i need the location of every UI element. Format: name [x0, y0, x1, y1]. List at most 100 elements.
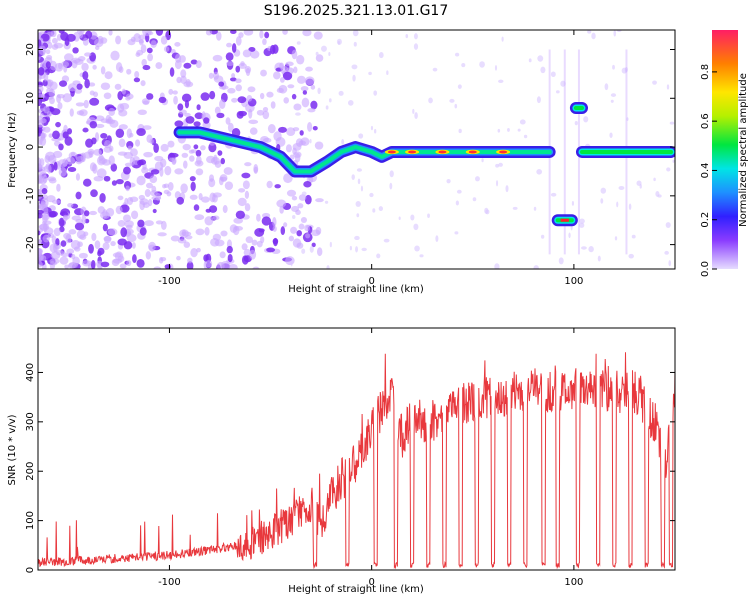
colorbar: 0.0 0.2 0.4 0.6 0.8 Normalized spectral ampl…	[700, 30, 749, 277]
noise-blob	[118, 138, 126, 148]
noise-blob	[181, 93, 192, 103]
noise-blob	[241, 172, 251, 179]
noise-blob	[173, 95, 178, 105]
noise-blob	[168, 88, 174, 95]
noise-blob	[523, 134, 528, 139]
noise-blob	[148, 244, 156, 251]
noise-blob	[289, 67, 293, 74]
noise-blob	[256, 213, 261, 222]
noise-blob	[270, 44, 276, 55]
noise-blob	[117, 103, 125, 113]
noise-blob	[185, 116, 195, 124]
noise-blob	[311, 229, 321, 237]
noise-blob	[389, 170, 394, 178]
noise-blob	[280, 226, 286, 236]
noise-blob	[222, 205, 228, 214]
noise-blob	[136, 258, 145, 268]
noise-blob	[134, 70, 140, 78]
noise-blob	[214, 106, 221, 115]
noise-blob	[85, 30, 93, 39]
noise-blob	[56, 183, 61, 192]
noise-blob	[550, 192, 557, 197]
noise-blob	[91, 137, 97, 145]
noise-blob	[168, 152, 179, 158]
noise-blob	[111, 258, 120, 267]
noise-blob	[266, 180, 273, 189]
noise-blob	[136, 49, 144, 56]
noise-blob	[484, 207, 489, 214]
noise-blob	[38, 252, 43, 262]
noise-blob	[126, 68, 132, 75]
noise-blob	[51, 199, 62, 205]
noise-blob	[286, 189, 297, 197]
noise-blob	[454, 52, 460, 57]
noise-blob	[612, 64, 615, 70]
noise-blob	[60, 31, 69, 41]
noise-blob	[183, 81, 194, 88]
noise-blob	[266, 91, 274, 98]
noise-blob	[282, 30, 288, 35]
noise-blob	[454, 231, 459, 235]
noise-blob	[195, 60, 202, 69]
noise-blob	[52, 130, 60, 140]
noise-blob	[355, 201, 361, 207]
noise-blob	[118, 66, 124, 74]
noise-blob	[283, 97, 290, 104]
noise-blob	[142, 30, 152, 37]
noise-blob	[126, 128, 132, 139]
noise-blob	[297, 203, 304, 209]
snr-y-label: SNR (10 * v/v)	[7, 414, 18, 485]
noise-blob	[177, 103, 184, 111]
noise-blob	[59, 80, 68, 87]
noise-blob	[194, 214, 205, 221]
noise-blob	[233, 217, 244, 224]
noise-blob	[258, 228, 265, 233]
noise-blob	[100, 66, 106, 75]
noise-blob	[212, 71, 219, 80]
noise-blob	[213, 154, 218, 165]
noise-blob	[668, 260, 672, 267]
noise-blob	[321, 45, 327, 52]
noise-blob	[610, 99, 614, 103]
noise-blob	[256, 109, 265, 116]
noise-blob	[43, 72, 49, 82]
noise-blob	[159, 158, 167, 168]
noise-blob	[628, 203, 632, 210]
noise-blob	[234, 225, 244, 231]
noise-blob	[82, 70, 89, 80]
noise-blob	[304, 194, 312, 205]
noise-blob	[296, 41, 301, 45]
noise-blob	[189, 176, 196, 182]
noise-blob	[49, 258, 60, 265]
noise-blob	[293, 151, 302, 158]
noise-blob	[298, 194, 307, 201]
noise-blob	[190, 181, 196, 192]
noise-blob	[38, 260, 43, 268]
noise-blob	[195, 168, 204, 176]
noise-blob	[427, 213, 430, 219]
noise-blob	[360, 185, 364, 192]
noise-blob	[103, 146, 112, 153]
noise-blob	[100, 82, 111, 90]
noise-blob	[301, 97, 310, 108]
noise-blob	[372, 208, 376, 213]
noise-blob	[64, 136, 73, 146]
noise-blob	[292, 214, 296, 220]
noise-blob	[256, 240, 263, 248]
noise-blob	[314, 141, 324, 150]
noise-blob	[276, 199, 287, 208]
noise-blob	[151, 196, 162, 201]
noise-blob	[183, 241, 191, 248]
noise-blob	[312, 126, 318, 131]
noise-blob	[338, 90, 344, 96]
noise-blob	[64, 53, 74, 62]
noise-blob	[226, 42, 232, 48]
noise-blob	[242, 180, 250, 190]
noise-blob	[142, 64, 151, 71]
noise-blob	[193, 204, 200, 211]
noise-blob	[125, 185, 130, 192]
noise-blob	[110, 240, 116, 247]
snr-x-label: Height of straight line (km)	[288, 584, 424, 595]
noise-blob	[505, 185, 509, 193]
noise-blob	[293, 66, 298, 74]
